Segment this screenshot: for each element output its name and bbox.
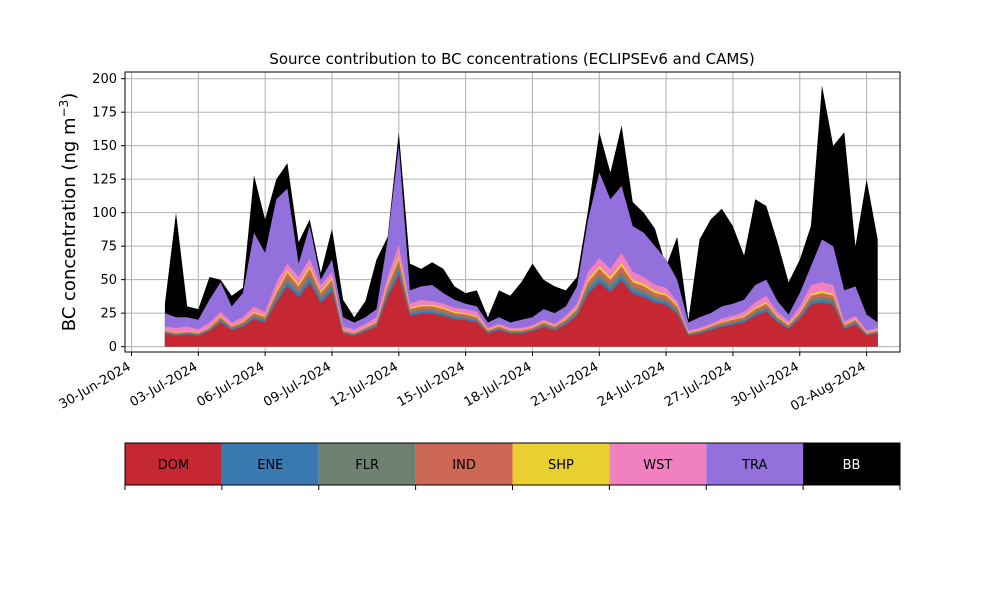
x-tick-label: 21-Jul-2024 <box>528 359 601 410</box>
y-tick-label: 125 <box>92 173 117 188</box>
legend-label-dom: DOM <box>158 458 189 473</box>
legend-label-flr: FLR <box>355 458 379 473</box>
area-dom <box>164 275 878 347</box>
legend-swatch-ene <box>221 443 319 485</box>
legend-label-shp: SHP <box>548 458 574 473</box>
legend-label-ene: ENE <box>257 458 283 473</box>
legend-swatch-ind <box>415 443 513 485</box>
plot-area: 0 25 50 75 100 125 150 175 200 30-Jun-202403-Jul-… <box>57 71 901 415</box>
y-tick-label: 175 <box>92 106 117 121</box>
x-tick-label: 03-Jul-2024 <box>128 359 201 410</box>
legend-swatch-wst <box>609 443 707 485</box>
y-tick-label: 200 <box>92 72 117 87</box>
y-tick-label: 100 <box>92 206 117 221</box>
legend-label-tra: TRA <box>741 458 767 473</box>
legend-label-bb: BB <box>843 458 861 473</box>
legend-colorbar: DOM ENE FLR IND SHP WST TRA BB <box>124 442 901 490</box>
x-tick-label: 24-Jul-2024 <box>595 359 668 410</box>
y-axis-label: BC concentration (ng m−3) <box>57 93 80 332</box>
x-tick-label: 30-Jun-2024 <box>57 359 134 412</box>
area-bb <box>164 85 878 347</box>
x-tick-label: 02-Aug-2024 <box>788 359 868 414</box>
legend-swatch-tra <box>706 443 804 485</box>
y-tick-label: 75 <box>100 240 117 255</box>
x-tick-label: 15-Jul-2024 <box>395 359 468 410</box>
y-tick-label: 50 <box>100 273 117 288</box>
x-tick-label: 09-Jul-2024 <box>261 359 334 410</box>
plot-frame <box>124 71 901 353</box>
legend-swatch-bb <box>803 443 900 485</box>
x-tick-label: 06-Jul-2024 <box>194 359 267 410</box>
x-tick-label: 18-Jul-2024 <box>462 359 535 410</box>
legend-swatch-shp <box>512 443 610 485</box>
legend-swatch-dom <box>125 443 222 485</box>
x-tick-label: 12-Jul-2024 <box>328 359 401 410</box>
y-tick-label: 25 <box>100 307 117 322</box>
y-tick-label: 0 <box>109 340 117 355</box>
y-tick-label: 150 <box>92 139 117 154</box>
x-tick-label: 27-Jul-2024 <box>662 359 735 410</box>
legend-label-ind: IND <box>452 458 476 473</box>
legend-label-wst: WST <box>643 458 672 473</box>
chart-title: Source contribution to BC concentrations… <box>269 50 754 68</box>
legend-swatch-flr <box>318 443 416 485</box>
